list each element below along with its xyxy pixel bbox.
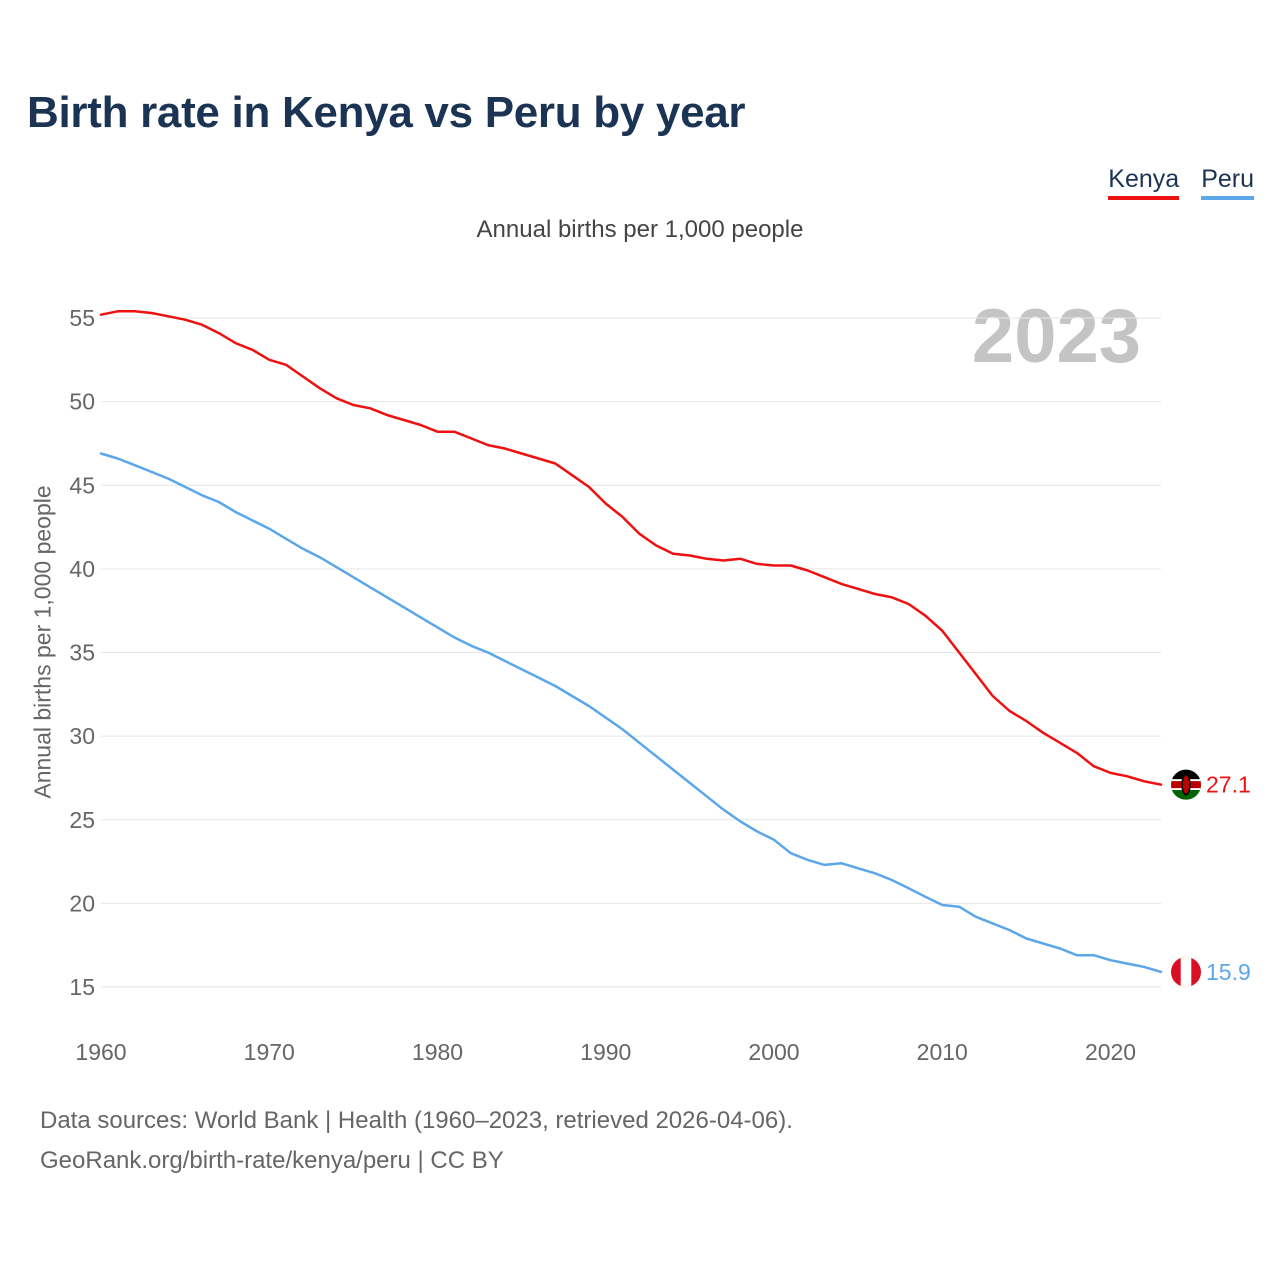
- y-tick-label-15: 15: [69, 974, 95, 1000]
- flag-icon-peru: [1171, 956, 1201, 987]
- year-watermark: 2023: [972, 294, 1141, 379]
- y-tick-label-35: 35: [69, 640, 95, 666]
- y-tick-label-45: 45: [69, 472, 95, 498]
- series-line-peru: [99, 452, 1163, 974]
- x-tick-label-1980: 1980: [412, 1039, 463, 1065]
- footer-sources: Data sources: World Bank | Health (1960–…: [40, 1107, 793, 1134]
- series-line-kenya: [99, 310, 1163, 786]
- y-tick-label-30: 30: [69, 723, 95, 749]
- chart-title: Birth rate in Kenya vs Peru by year: [27, 88, 746, 137]
- y-tick-label-40: 40: [69, 556, 95, 582]
- y-tick-label-50: 50: [69, 389, 95, 415]
- legend-item-peru[interactable]: Peru: [1201, 165, 1254, 200]
- x-tick-label-1970: 1970: [244, 1039, 295, 1065]
- x-tick-label-2020: 2020: [1085, 1039, 1136, 1065]
- x-tick-label-1990: 1990: [580, 1039, 631, 1065]
- x-tick-label-1960: 1960: [75, 1039, 126, 1065]
- x-tick-label-2010: 2010: [917, 1039, 968, 1065]
- legend: Kenya Peru: [1108, 165, 1254, 200]
- y-tick-label-20: 20: [69, 890, 95, 916]
- chart-subtitle: Annual births per 1,000 people: [476, 216, 804, 243]
- y-tick-label-55: 55: [69, 305, 95, 331]
- end-value-label-kenya: 27.1: [1206, 772, 1251, 798]
- x-tick-label-2000: 2000: [748, 1039, 799, 1065]
- end-value-label-peru: 15.9: [1206, 959, 1251, 985]
- legend-item-kenya[interactable]: Kenya: [1108, 165, 1180, 200]
- y-tick-label-25: 25: [69, 807, 95, 833]
- footer-credit[interactable]: GeoRank.org/birth-rate/kenya/peru | CC B…: [40, 1147, 504, 1174]
- flag-icon-kenya: [1171, 769, 1201, 800]
